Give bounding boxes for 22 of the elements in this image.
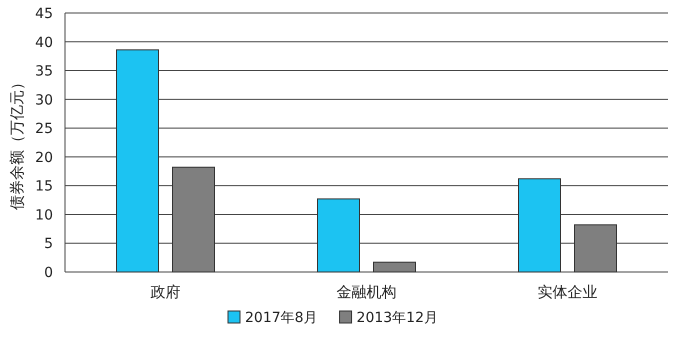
legend-label: 2013年12月 (356, 310, 438, 326)
bar (373, 262, 416, 272)
y-tick-label: 45 (35, 6, 53, 22)
bar (172, 166, 215, 272)
y-axis-title: 债券余额（万亿元） (8, 75, 26, 210)
bar (116, 49, 159, 272)
bar (574, 224, 617, 272)
y-tick-label: 10 (35, 207, 53, 224)
y-tick-label: 25 (35, 121, 53, 138)
x-tick-label: 政府 (150, 283, 180, 301)
y-tick-label: 35 (35, 64, 53, 80)
bar (317, 198, 360, 272)
x-tick-label: 实体企业 (538, 283, 598, 301)
y-tick-label: 30 (35, 92, 53, 108)
y-tick-label: 0 (44, 265, 53, 281)
x-tick-label: 金融机构 (336, 283, 396, 301)
legend-label: 2017年8月 (245, 310, 318, 326)
bar (518, 178, 561, 272)
y-tick-label: 5 (44, 236, 53, 252)
y-tick-label: 15 (35, 178, 53, 195)
y-tick-label: 40 (35, 34, 53, 51)
y-tick-label: 20 (35, 150, 53, 166)
